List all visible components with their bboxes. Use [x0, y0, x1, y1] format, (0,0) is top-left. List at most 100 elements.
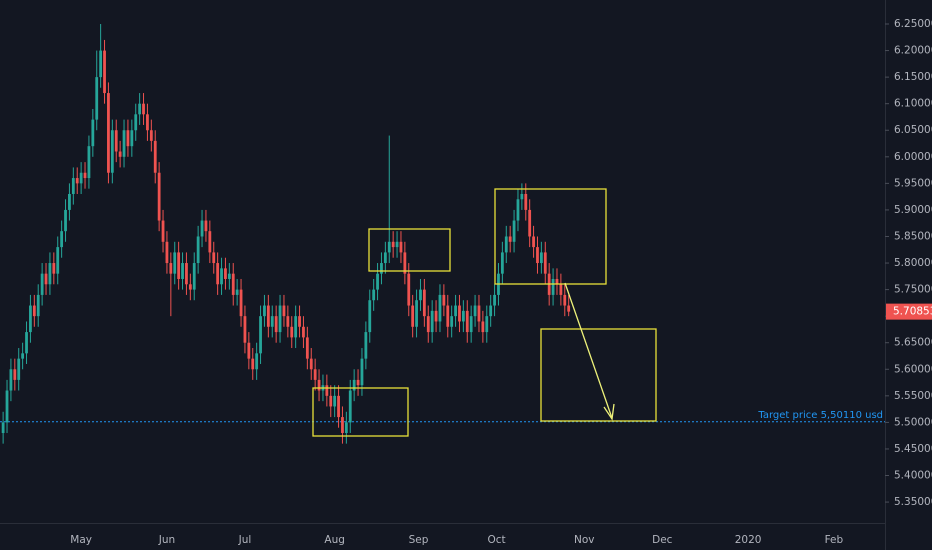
candle-body [473, 305, 477, 317]
candle-body [282, 305, 286, 317]
plot: Target price 5,50110 usd [0, 24, 885, 444]
candle-body [173, 252, 177, 274]
candle-body [216, 263, 220, 285]
candle-body [177, 252, 181, 279]
y-tick-label: 6.15000 [894, 71, 932, 83]
arrow-head [603, 403, 615, 421]
candle-body [298, 316, 301, 327]
candle-body [87, 146, 91, 179]
target-box [540, 328, 657, 422]
candle-body [52, 263, 56, 274]
x-tick-label: Nov [574, 534, 595, 546]
candle-body [356, 379, 360, 386]
candle-body [532, 236, 535, 248]
candle-body [224, 268, 227, 279]
candle-body [317, 379, 321, 391]
candle-body [360, 358, 364, 386]
candle-body [458, 305, 461, 322]
candle-body [465, 310, 469, 333]
candle-body [196, 236, 200, 264]
candle-body [477, 305, 481, 322]
candle-body [255, 353, 259, 370]
candle-body [29, 305, 32, 333]
candle-body [528, 209, 532, 237]
candle-body [290, 326, 294, 338]
candle-body [481, 321, 485, 333]
candle-body [235, 289, 239, 295]
candle-body [411, 305, 415, 327]
x-tick-label: Jun [158, 534, 175, 546]
x-tick-label: Jul [238, 534, 252, 546]
candle-body [146, 114, 149, 131]
target-label: Target price 5,50110 usd [757, 410, 883, 421]
candle-body [500, 252, 504, 274]
candle-body [313, 369, 317, 380]
candle-body [64, 209, 67, 232]
candle-body [380, 263, 383, 274]
x-tick-label: Sep [409, 534, 429, 546]
candle-body [21, 353, 25, 359]
last-price-badge [886, 303, 932, 320]
candle-body [391, 241, 395, 248]
candle-body [95, 77, 99, 120]
candle-body [118, 151, 122, 157]
candle-body [419, 289, 422, 301]
candle-body [60, 231, 64, 248]
candle-body [344, 422, 348, 434]
candle-body [5, 390, 9, 423]
y-tick-label: 5.80000 [894, 257, 932, 269]
candle-body [520, 193, 524, 200]
candle-body [17, 358, 21, 380]
candle-body [75, 178, 79, 184]
highlight-box [494, 188, 607, 285]
x-tick-label: Aug [324, 534, 345, 546]
candle-body [563, 294, 567, 306]
candle-body [325, 385, 329, 396]
candle-body [79, 172, 83, 184]
candle-body [407, 273, 411, 306]
candle-body [341, 417, 344, 434]
candle-body [270, 316, 274, 327]
candle-body [138, 103, 142, 115]
candle-body [543, 252, 547, 274]
candle-body [44, 273, 48, 285]
candle-body [438, 294, 442, 322]
candle-body [185, 263, 188, 285]
candle-body [169, 263, 173, 274]
candle-body [450, 316, 454, 327]
x-tick-label: Dec [652, 534, 673, 546]
candle-body [333, 395, 337, 407]
candle-body [1, 422, 5, 434]
candle-body [83, 172, 87, 179]
candle-body [9, 369, 13, 391]
candle-body [56, 247, 60, 274]
candle-body [426, 316, 430, 333]
candle-body [352, 379, 356, 391]
y-tick-label: 6.05000 [894, 124, 932, 136]
candle-body [188, 284, 192, 290]
y-tick-label: 5.55000 [894, 390, 932, 402]
candle-body [149, 130, 153, 141]
candle-body [454, 305, 457, 317]
candle-body [181, 263, 184, 279]
candle-body [302, 326, 305, 338]
candle-body [274, 316, 278, 333]
candle-body [551, 278, 555, 295]
candle-body [192, 263, 196, 290]
candle-body [71, 178, 75, 194]
candle-body [91, 119, 95, 147]
x-tick-label: Oct [487, 534, 505, 546]
y-tick-label: 6.20000 [894, 45, 932, 57]
candle-body [461, 310, 465, 322]
candle-body [247, 342, 251, 359]
y-tick-label: 5.40000 [894, 470, 932, 482]
highlight-box [368, 228, 451, 272]
candle-body [200, 220, 204, 237]
candle-body [489, 305, 493, 317]
candle-body [36, 294, 40, 317]
candle-body [469, 316, 473, 333]
candle-body [399, 241, 403, 253]
candle-body [114, 130, 118, 152]
x-tick-label: May [70, 534, 92, 546]
